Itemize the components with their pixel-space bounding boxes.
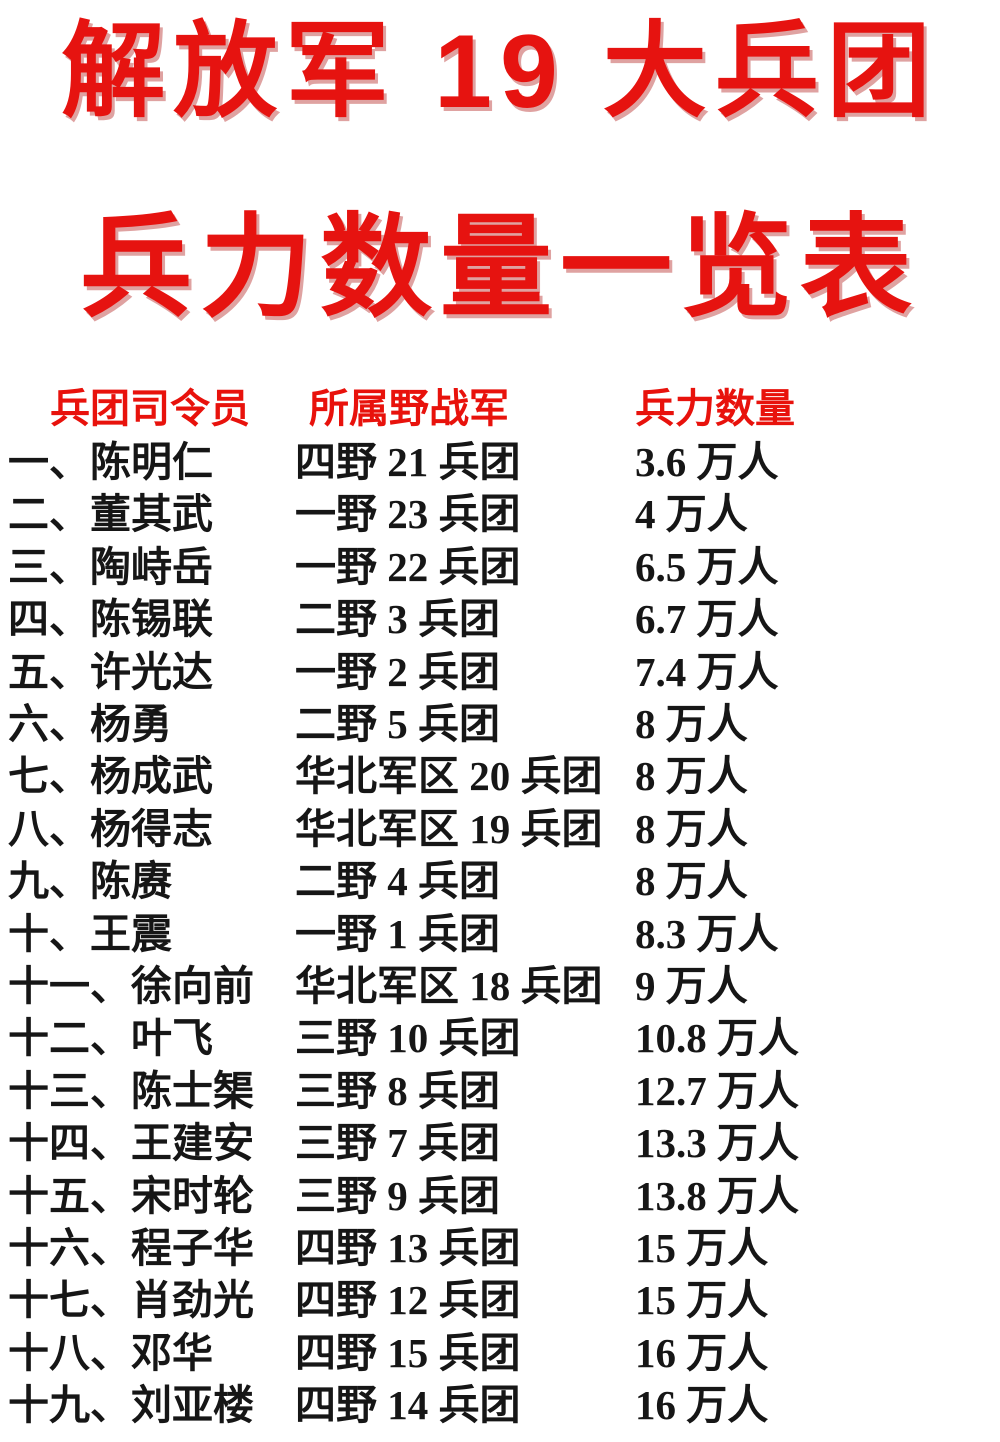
field-army-cell: 三野 10 兵团	[295, 1015, 521, 1062]
column-header-field-army: 所属野战军	[309, 385, 509, 431]
strength-cell: 8 万人	[635, 858, 748, 905]
commander-cell: 二、董其武	[8, 491, 213, 538]
strength-cell: 8 万人	[635, 753, 748, 800]
strength-cell: 16 万人	[635, 1329, 769, 1376]
strength-cell: 16 万人	[635, 1382, 769, 1429]
table-row: 六、杨勇 二野 5 兵团 8 万人	[0, 690, 1000, 747]
commander-cell: 十三、陈士榘	[8, 1067, 254, 1114]
field-army-cell: 一野 2 兵团	[295, 648, 500, 695]
table-row: 五、许光达 一野 2 兵团 7.4 万人	[0, 638, 1000, 695]
commander-cell: 十一、徐向前	[8, 962, 254, 1009]
field-army-cell: 四野 14 兵团	[295, 1382, 521, 1429]
main-title-line2: 兵力数量一览表	[80, 205, 920, 331]
commander-cell: 十五、宋时轮	[8, 1172, 254, 1219]
table-row: 九、陈赓 二野 4 兵团 8 万人	[0, 847, 1000, 904]
table-row: 十七、肖劲光 四野 12 兵团 15 万人	[0, 1266, 1000, 1323]
strength-cell: 6.5 万人	[635, 543, 779, 590]
strength-cell: 8.3 万人	[635, 910, 779, 957]
field-army-cell: 华北军区 18 兵团	[295, 962, 603, 1009]
strength-cell: 8 万人	[635, 701, 748, 747]
table-row: 十六、程子华 四野 13 兵团 15 万人	[0, 1214, 1000, 1271]
strength-cell: 13.8 万人	[635, 1172, 799, 1219]
field-army-cell: 四野 15 兵团	[295, 1329, 521, 1376]
table-row: 十、王震 一野 1 兵团 8.3 万人	[0, 900, 1000, 957]
commander-cell: 五、许光达	[8, 648, 213, 695]
commander-cell: 十九、刘亚楼	[8, 1382, 254, 1429]
table-row: 十八、邓华 四野 15 兵团 16 万人	[0, 1319, 1000, 1376]
strength-cell: 8 万人	[635, 805, 748, 852]
table-row: 十四、王建安 三野 7 兵团 13.3 万人	[0, 1109, 1000, 1166]
field-army-cell: 二野 5 兵团	[295, 701, 500, 747]
table-row: 八、杨得志 华北军区 19 兵团 8 万人	[0, 795, 1000, 852]
field-army-cell: 一野 22 兵团	[295, 543, 521, 590]
commander-cell: 十、王震	[8, 910, 172, 957]
commander-cell: 十七、肖劲光	[8, 1277, 254, 1324]
troop-strength-table: 兵团司令员 所属野战军 兵力数量 一、陈明仁 四野 21 兵团 3.6 万人 二…	[0, 376, 1000, 1428]
commander-cell: 三、陶峙岳	[8, 543, 213, 590]
column-header-strength: 兵力数量	[635, 385, 795, 431]
field-army-cell: 一野 23 兵团	[295, 491, 521, 538]
field-army-cell: 二野 3 兵团	[295, 596, 500, 643]
strength-cell: 3.6 万人	[635, 439, 779, 486]
commander-cell: 九、陈赓	[8, 858, 172, 905]
strength-cell: 15 万人	[635, 1277, 769, 1324]
table-header-row: 兵团司令员 所属野战军 兵力数量	[0, 376, 1000, 431]
field-army-cell: 二野 4 兵团	[295, 858, 500, 905]
field-army-cell: 四野 12 兵团	[295, 1277, 521, 1324]
column-header-commander: 兵团司令员	[50, 385, 250, 431]
commander-cell: 一、陈明仁	[8, 439, 213, 486]
strength-cell: 4 万人	[635, 491, 748, 538]
strength-cell: 15 万人	[635, 1224, 769, 1271]
table-row: 十三、陈士榘 三野 8 兵团 12.7 万人	[0, 1057, 1000, 1114]
commander-cell: 十八、邓华	[8, 1329, 213, 1376]
strength-cell: 6.7 万人	[635, 596, 779, 643]
field-army-cell: 三野 7 兵团	[295, 1120, 500, 1167]
table-row: 十九、刘亚楼 四野 14 兵团 16 万人	[0, 1371, 1000, 1428]
commander-cell: 十六、程子华	[8, 1224, 254, 1271]
main-title-line1: 解放军 19 大兵团	[61, 14, 939, 130]
field-army-cell: 三野 8 兵团	[295, 1067, 500, 1114]
table-row: 四、陈锡联 二野 3 兵团 6.7 万人	[0, 585, 1000, 642]
field-army-cell: 华北军区 19 兵团	[295, 805, 603, 852]
strength-cell: 13.3 万人	[635, 1120, 799, 1167]
strength-cell: 10.8 万人	[635, 1015, 799, 1062]
field-army-cell: 三野 9 兵团	[295, 1172, 500, 1219]
strength-cell: 12.7 万人	[635, 1067, 799, 1114]
commander-cell: 四、陈锡联	[8, 596, 213, 643]
table-row: 三、陶峙岳 一野 22 兵团 6.5 万人	[0, 533, 1000, 590]
table-row: 十一、徐向前 华北军区 18 兵团 9 万人	[0, 952, 1000, 1009]
commander-cell: 十二、叶飞	[8, 1015, 213, 1062]
table-rows-container: 一、陈明仁 四野 21 兵团 3.6 万人 二、董其武 一野 23 兵团 4 万…	[0, 428, 1000, 1428]
commander-cell: 八、杨得志	[8, 805, 213, 852]
table-row: 七、杨成武 华北军区 20 兵团 8 万人	[0, 742, 1000, 799]
table-row: 一、陈明仁 四野 21 兵团 3.6 万人	[0, 428, 1000, 485]
table-row: 二、董其武 一野 23 兵团 4 万人	[0, 480, 1000, 537]
commander-cell: 七、杨成武	[8, 753, 213, 800]
commander-cell: 十四、王建安	[8, 1120, 254, 1167]
field-army-cell: 华北军区 20 兵团	[295, 753, 603, 800]
strength-cell: 7.4 万人	[635, 648, 779, 695]
commander-cell: 六、杨勇	[8, 701, 172, 747]
strength-cell: 9 万人	[635, 962, 748, 1009]
field-army-cell: 一野 1 兵团	[295, 910, 500, 957]
table-row: 十五、宋时轮 三野 9 兵团 13.8 万人	[0, 1162, 1000, 1219]
table-row: 十二、叶飞 三野 10 兵团 10.8 万人	[0, 1004, 1000, 1061]
field-army-cell: 四野 21 兵团	[295, 439, 521, 486]
field-army-cell: 四野 13 兵团	[295, 1224, 521, 1271]
